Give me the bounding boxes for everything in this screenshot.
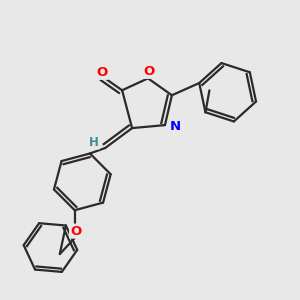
Text: O: O: [97, 66, 108, 79]
Text: O: O: [70, 225, 81, 238]
Text: N: N: [169, 120, 180, 133]
Text: O: O: [143, 65, 155, 78]
Text: H: H: [89, 136, 99, 148]
